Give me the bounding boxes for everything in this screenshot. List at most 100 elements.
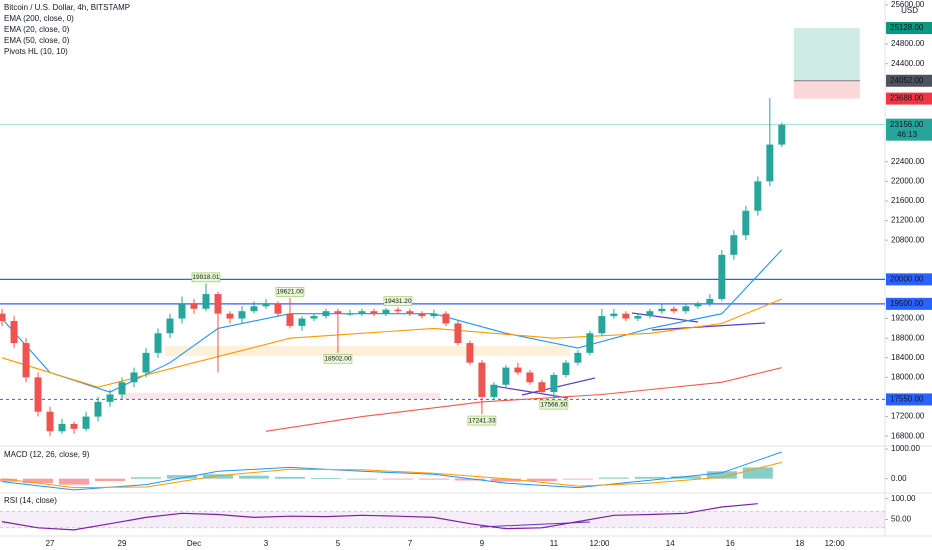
macd-histogram-bar: [131, 477, 162, 479]
indicator-label: EMA (200, close, 0): [4, 14, 74, 23]
pivot-label: 18502.00: [324, 355, 351, 362]
macd-histogram-bar: [0, 478, 18, 482]
macd-histogram-bar: [670, 476, 701, 479]
y-tick-label: 100.00: [891, 494, 916, 503]
macd-histogram-bar: [310, 478, 341, 479]
price-badge-label: 23688.00: [890, 94, 924, 103]
macd-histogram-bar: [454, 478, 485, 481]
candle-body: [142, 352, 150, 373]
x-tick-label: 29: [118, 539, 127, 548]
y-tick-label: 17200.00: [891, 412, 925, 421]
support-zone: [120, 393, 440, 399]
candle-body: [10, 321, 18, 344]
candle-body: [706, 298, 714, 304]
macd-histogram-bar: [23, 478, 54, 484]
candle-body: [286, 313, 294, 326]
candle-body: [298, 318, 306, 326]
y-tick-label: 21200.00: [891, 216, 925, 225]
candle-body: [226, 313, 234, 319]
pivot-label-box: [539, 399, 569, 410]
candle-body: [262, 303, 270, 307]
pivot-label: 17241.33: [468, 417, 495, 424]
price-badge: [886, 22, 932, 35]
candle-body: [766, 144, 774, 182]
pivot-label-box: [275, 287, 305, 297]
candle-body: [418, 313, 426, 317]
pivot-label: 19918.01: [192, 274, 219, 281]
macd-histogram-bar: [562, 478, 593, 480]
pane-title: RSI (14, close): [4, 496, 57, 505]
candle-body: [214, 294, 222, 314]
x-tick-label: 14: [666, 539, 675, 548]
macd-histogram-bar: [346, 478, 377, 480]
candle-body: [694, 303, 702, 307]
currency-label: USD: [901, 6, 918, 15]
candle-body: [622, 313, 630, 319]
candle-body: [322, 311, 330, 317]
macd-histogram-bar: [742, 467, 773, 479]
macd-histogram-bar: [598, 477, 629, 479]
candle-body: [526, 372, 534, 383]
y-tick-label: 19200.00: [891, 314, 925, 323]
candle-body: [238, 311, 246, 319]
macd-histogram-bar: [634, 476, 665, 479]
candle-body: [754, 181, 762, 211]
candle-body: [634, 316, 642, 319]
candle-body: [778, 124, 786, 145]
candle-body: [106, 394, 114, 402]
candle-body: [250, 306, 258, 312]
pivot-label: 19621.00: [276, 289, 303, 296]
price-badge-label: 17550.00: [890, 395, 924, 404]
candle-body: [550, 374, 558, 393]
x-tick-label: 12:00: [825, 539, 846, 548]
macd-histogram-bar: [59, 478, 90, 485]
candle-body: [82, 416, 90, 429]
price-badge: [886, 92, 932, 105]
candle-body: [178, 303, 186, 319]
stop-zone: [793, 80, 860, 99]
price-badge: [886, 118, 932, 141]
candle-body: [586, 333, 594, 353]
indicator-label: EMA (50, close, 0): [4, 36, 70, 45]
y-tick-label: 25600.00: [891, 0, 925, 9]
pivot-label-box: [383, 296, 413, 307]
y-tick-label: 22400.00: [891, 157, 925, 166]
candle-body: [598, 316, 606, 334]
x-tick-label: 9: [480, 539, 485, 548]
x-tick-label: 11: [550, 539, 559, 548]
y-tick-label: 24400.00: [891, 59, 925, 68]
candle-body: [430, 313, 438, 317]
candle-body: [46, 411, 54, 432]
candle-body: [610, 313, 618, 317]
pivot-label: 17566.50: [540, 401, 567, 408]
candle-body: [454, 323, 462, 344]
pivot-label-box: [467, 415, 497, 426]
y-tick-label: 18000.00: [891, 372, 925, 381]
y-tick-label: 18800.00: [891, 333, 925, 342]
macd-histogram-bar: [382, 478, 413, 480]
macd-histogram-bar: [706, 471, 737, 479]
candle-body: [70, 423, 78, 429]
rsi-line: [1, 503, 758, 531]
candle-body: [394, 309, 402, 312]
candle-body: [502, 367, 510, 385]
price-badge-label: 24052.00: [890, 76, 924, 85]
candle-body: [202, 294, 210, 309]
indicator-label: EMA (20, close, 0): [4, 25, 70, 34]
pivot-label-box: [191, 272, 221, 283]
pivot-label-box: [323, 353, 353, 364]
trend-line: [651, 322, 766, 331]
legend: Bitcoin / U.S. Dollar, 4h, BITSTAMP EMA …: [4, 3, 130, 56]
pane-title: MACD (12, 26, close, 9): [4, 450, 90, 459]
macd-histogram-bar: [166, 475, 197, 479]
candle-body: [742, 210, 750, 236]
candle-body: [346, 313, 354, 315]
macd-histogram-bar: [95, 478, 126, 482]
x-tick-label: Dec: [187, 539, 201, 548]
macd-histogram-bar: [238, 475, 269, 479]
x-tick-label: 18: [795, 539, 804, 548]
y-tick-label: 22000.00: [891, 176, 925, 185]
support-zone: [165, 346, 570, 356]
y-tick-label: 0.00: [891, 474, 907, 483]
